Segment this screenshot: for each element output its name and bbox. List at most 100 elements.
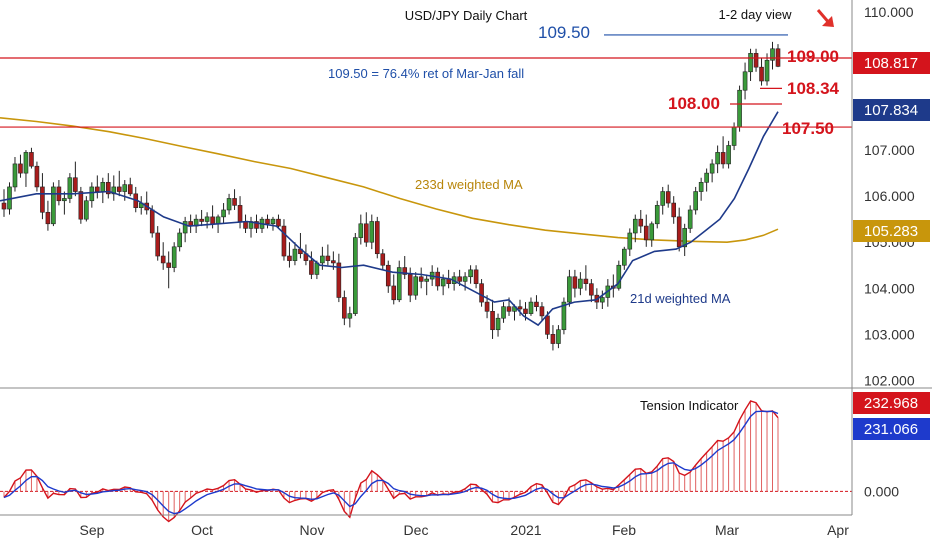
- candle: [561, 297, 567, 335]
- candle: [155, 226, 161, 261]
- candle: [358, 214, 364, 245]
- candle: [171, 242, 177, 273]
- chart-subtitle: 1-2 day view: [719, 7, 793, 22]
- candle: [1, 189, 7, 217]
- candle: [435, 267, 440, 291]
- candle: [473, 265, 479, 289]
- candle: [12, 157, 18, 192]
- price-tick-label: 107.000: [864, 142, 915, 158]
- candle: [709, 159, 715, 183]
- tension-panel: 0.000: [0, 387, 932, 523]
- candle: [638, 209, 644, 233]
- time-axis: Sep Oct Nov Dec 2021 Feb Mar Apr: [0, 514, 852, 538]
- candle: [281, 219, 287, 261]
- support-resistance-lines: [0, 34, 852, 128]
- candle: [270, 216, 276, 231]
- candle: [18, 154, 23, 178]
- candle: [413, 272, 419, 300]
- svg-text:105.283: 105.283: [864, 223, 918, 240]
- tension-badge-red: 232.968: [853, 392, 930, 414]
- price-tick-label: 110.000: [864, 4, 914, 20]
- down-arrow-icon: [816, 9, 834, 27]
- candle: [589, 279, 594, 303]
- svg-text:231.066: 231.066: [864, 421, 918, 438]
- candle: [380, 249, 386, 270]
- candle: [166, 251, 171, 289]
- candle: [600, 290, 605, 309]
- candle: [627, 228, 633, 257]
- candle: [385, 260, 391, 293]
- candle: [737, 85, 742, 132]
- candle: [698, 177, 704, 201]
- candle: [160, 242, 166, 270]
- candle: [353, 233, 358, 316]
- candle: [418, 267, 424, 289]
- candle: [501, 302, 506, 323]
- candle: [726, 140, 731, 169]
- ma21-label: 21d weighted MA: [630, 291, 731, 306]
- time-tick-label: Oct: [191, 522, 213, 538]
- ma-233-line: [0, 117, 779, 244]
- candle: [51, 182, 56, 227]
- candle: [342, 290, 347, 326]
- fib-note: 109.50 = 76.4% ret of Mar-Jan fall: [328, 66, 524, 81]
- level-109-00-label: 109.00: [787, 47, 839, 66]
- candle: [770, 41, 775, 70]
- candle: [479, 279, 484, 307]
- candle: [226, 193, 232, 215]
- candle: [550, 325, 556, 351]
- candle: [287, 242, 292, 268]
- candle: [84, 196, 89, 222]
- candle: [23, 150, 29, 187]
- candle: [292, 242, 298, 266]
- level-108-34-label: 108.34: [787, 79, 840, 98]
- candle: [567, 269, 572, 307]
- candle: [34, 161, 40, 192]
- candle: [127, 177, 133, 197]
- candle: [517, 299, 523, 316]
- candle: [309, 251, 314, 280]
- candle: [265, 214, 270, 229]
- candle: [254, 214, 259, 233]
- candle: [276, 214, 281, 229]
- candle: [40, 173, 45, 220]
- candle: [89, 182, 95, 208]
- candle: [539, 302, 545, 321]
- candle: [632, 214, 638, 243]
- zero-tick-label: 0.000: [864, 483, 899, 499]
- candle: [374, 216, 380, 259]
- candle: [116, 170, 122, 197]
- candle: [336, 253, 342, 303]
- candle: [105, 173, 111, 199]
- candle: [182, 216, 188, 243]
- candle: [177, 228, 182, 252]
- candle: [654, 200, 660, 229]
- candle: [204, 212, 210, 229]
- candle: [347, 306, 353, 328]
- candle: [363, 212, 369, 247]
- candle: [616, 260, 622, 291]
- chart-title: USD/JPY Daily Chart: [405, 8, 528, 23]
- candle: [649, 221, 655, 247]
- time-tick-label: Dec: [404, 522, 429, 538]
- candle: [29, 147, 34, 169]
- time-tick-label: 2021: [510, 522, 541, 538]
- candle: [391, 274, 397, 305]
- price-badge-ma21: 107.834: [853, 99, 930, 121]
- candle: [748, 48, 753, 81]
- level-109-50-label: 109.50: [538, 23, 590, 42]
- svg-text:108.817: 108.817: [864, 55, 918, 72]
- time-tick-label: Feb: [612, 522, 636, 538]
- time-tick-label: Sep: [80, 522, 105, 538]
- price-badge-ma233: 105.283: [853, 220, 930, 242]
- candle: [671, 196, 677, 224]
- candle: [468, 265, 473, 284]
- candle: [687, 205, 693, 233]
- level-107-50-label: 107.50: [782, 119, 834, 138]
- candle: [643, 214, 649, 247]
- tension-indicator-label: Tension Indicator: [640, 398, 739, 413]
- ma-21-series: [0, 111, 779, 327]
- tension-blue-line: [3, 410, 779, 515]
- price-tick-label: 104.000: [864, 280, 915, 296]
- candle: [583, 265, 589, 291]
